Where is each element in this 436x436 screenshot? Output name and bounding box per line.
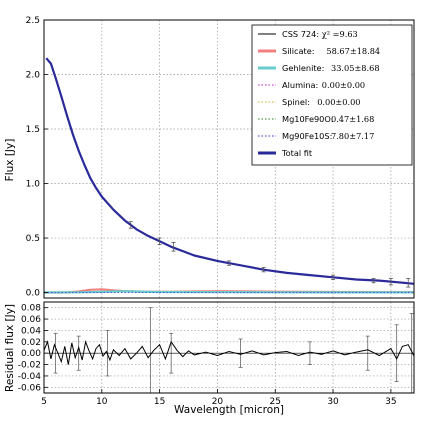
legend-value: 58.67±18.84 xyxy=(326,46,380,56)
residual-y-tick-label: 0.00 xyxy=(21,349,41,359)
legend-label: Silicate: xyxy=(282,46,315,56)
residual-x-tick-label: 15 xyxy=(154,397,165,407)
residual-series xyxy=(43,339,415,365)
legend-label: Mg10Fe90O: xyxy=(282,114,333,124)
residual-axes-frame xyxy=(43,301,415,394)
residual-grid xyxy=(44,302,414,393)
main-series xyxy=(43,57,415,294)
residual-y-tick-label: 0.08 xyxy=(21,304,41,314)
residual-xlabel: Wavelength [micron] xyxy=(174,404,284,416)
legend-value: 0.47±1.68 xyxy=(331,114,374,124)
main-y-ticks: 0.0 0.5 1.0 1.5 2.0 2.5 xyxy=(26,16,48,299)
legend-label: Gehlenite: xyxy=(282,63,324,73)
legend-box xyxy=(251,24,413,166)
legend: CSS 724: χ² =9.63 Silicate: 58.67±18.84Gehl… xyxy=(251,24,413,166)
main-y-tick-label: 0.5 xyxy=(26,234,40,244)
residual-x-tick-label: 35 xyxy=(385,397,396,407)
series-line xyxy=(43,290,414,294)
residual-line xyxy=(43,339,415,365)
residual-y-tick-label: -0.06 xyxy=(18,383,42,393)
legend-value: 7.80±7.17 xyxy=(331,131,374,141)
legend-label: Spinel: xyxy=(282,97,310,107)
legend-label: Total fit xyxy=(281,148,313,158)
main-error-bars xyxy=(128,221,411,288)
main-y-tick-label: 2.0 xyxy=(26,71,41,81)
main-y-tick-label: 1.5 xyxy=(26,125,40,135)
main-ylabel: Flux [Jy] xyxy=(4,139,16,182)
legend-label: Mg90Fe10S: xyxy=(282,131,332,141)
residual-x-tick-label: 20 xyxy=(212,397,224,407)
legend-label: CSS 724: xyxy=(282,29,319,39)
main-y-tick-label: 1.0 xyxy=(26,180,41,190)
main-axes-frame xyxy=(43,19,415,299)
main-y-tick-label: 0.0 xyxy=(26,289,41,299)
series-line xyxy=(45,57,415,285)
residual-y-tick-label: 0.06 xyxy=(21,315,41,325)
residual-y-tick-label: -0.04 xyxy=(18,372,42,382)
legend-value: 0.00±0.00 xyxy=(322,80,365,90)
main-y-tick-label: 2.5 xyxy=(26,16,40,26)
residual-x-tick-label: 30 xyxy=(327,397,339,407)
residual-x-ticks: 5 10 15 20 25 30 35 xyxy=(41,389,397,407)
residual-ylabel: Residual flux [Jy] xyxy=(4,304,16,392)
legend-value: χ² =9.63 xyxy=(322,29,358,39)
legend-value: 33.05±8.68 xyxy=(331,63,380,73)
legend-label: Alumina: xyxy=(282,80,318,90)
residual-x-tick-label: 25 xyxy=(270,397,281,407)
residual-x-tick-label: 10 xyxy=(96,397,108,407)
legend-value: 0.00±0.00 xyxy=(317,97,360,107)
residual-y-ticks: 0.080.060.04 0.020.00 -0.02-0.04-0.06 xyxy=(18,304,48,393)
residual-y-tick-label: -0.02 xyxy=(18,361,41,371)
residual-y-tick-label: 0.02 xyxy=(21,338,41,348)
residual-error-bars xyxy=(53,307,414,394)
residual-x-tick-label: 5 xyxy=(41,397,47,407)
residual-y-tick-label: 0.04 xyxy=(21,326,41,336)
